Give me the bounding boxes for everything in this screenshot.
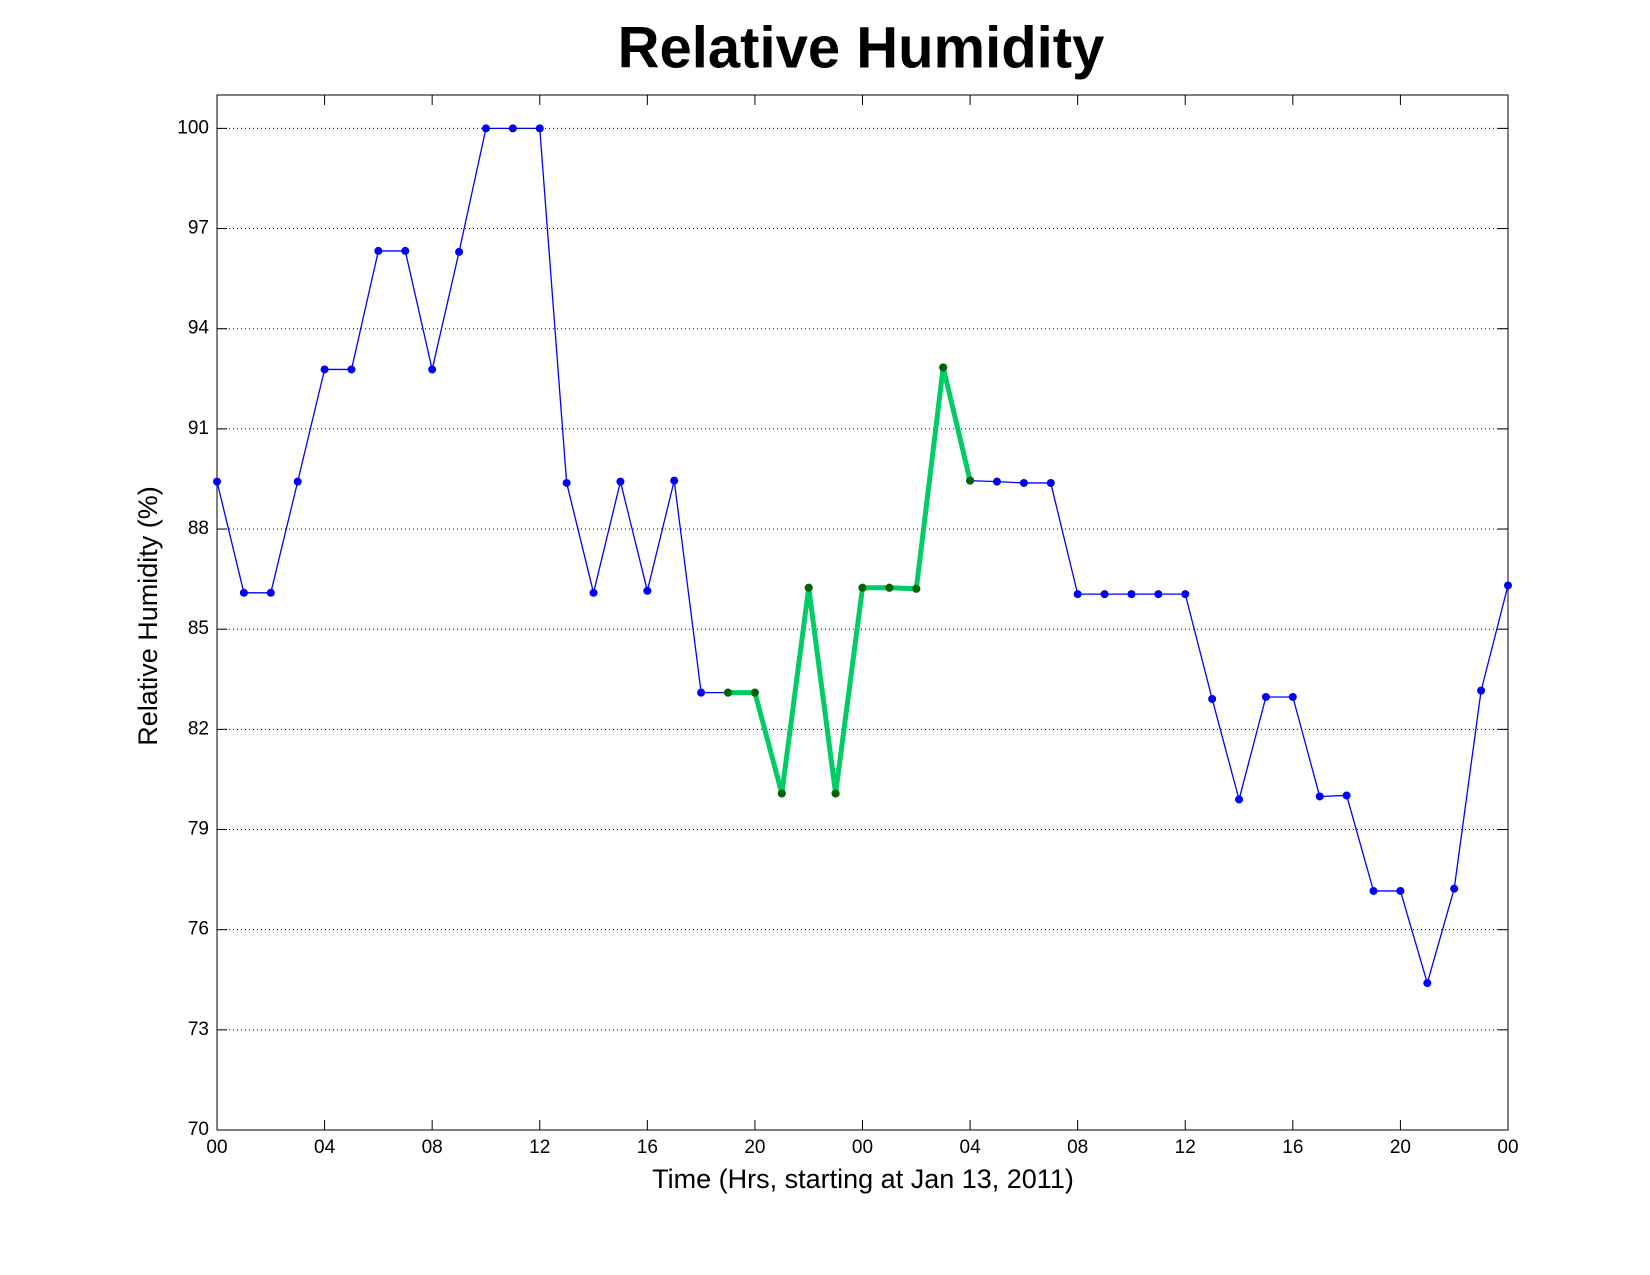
data-point xyxy=(428,365,437,374)
y-tick-label: 100 xyxy=(177,117,209,138)
data-point xyxy=(401,246,410,255)
data-point xyxy=(750,688,759,697)
y-tick-label: 73 xyxy=(188,1019,209,1040)
y-tick-label: 85 xyxy=(188,618,209,639)
x-tick-label: 20 xyxy=(744,1137,765,1158)
x-tick-label: 08 xyxy=(1067,1137,1088,1158)
y-tick-label: 82 xyxy=(188,718,209,739)
data-point xyxy=(347,365,356,374)
data-point xyxy=(1342,791,1351,800)
chart-title: Relative Humidity xyxy=(618,15,1105,80)
data-point xyxy=(455,247,464,256)
data-point xyxy=(777,789,786,798)
data-point xyxy=(1288,692,1297,701)
x-tick-label: 12 xyxy=(529,1137,550,1158)
x-tick-label: 04 xyxy=(314,1137,336,1158)
data-point xyxy=(1396,886,1405,895)
x-tick-label: 00 xyxy=(206,1137,227,1158)
data-point xyxy=(320,365,329,374)
data-point xyxy=(239,588,248,597)
data-point xyxy=(1369,886,1378,895)
y-tick-label: 88 xyxy=(188,518,209,539)
data-point xyxy=(1423,979,1432,988)
data-point xyxy=(1477,686,1486,695)
y-tick-label: 76 xyxy=(188,919,209,940)
data-point xyxy=(481,124,490,133)
data-point xyxy=(804,583,813,592)
data-point xyxy=(1504,581,1512,590)
data-point xyxy=(670,476,679,485)
data-point xyxy=(535,124,544,133)
x-tick-label: 08 xyxy=(422,1137,443,1158)
data-point xyxy=(1127,590,1136,599)
data-point xyxy=(1235,795,1244,804)
data-point xyxy=(589,588,598,597)
data-point xyxy=(912,584,921,593)
data-point xyxy=(697,688,706,697)
data-point xyxy=(1261,692,1270,701)
data-point xyxy=(885,583,894,592)
data-point xyxy=(508,124,517,133)
y-tick-label: 79 xyxy=(188,819,209,840)
data-point xyxy=(1208,694,1217,703)
y-tick-label: 97 xyxy=(188,218,209,239)
plot-area xyxy=(216,94,1509,1131)
y-tick-label: 91 xyxy=(188,418,209,439)
data-point xyxy=(1073,590,1082,599)
data-point xyxy=(374,246,383,255)
x-tick-label: 16 xyxy=(637,1137,658,1158)
y-tick-label: 94 xyxy=(188,318,210,339)
x-axis-label: Time (Hrs, starting at Jan 13, 2011) xyxy=(652,1164,1074,1194)
y-axis-label: Relative Humidity (%) xyxy=(133,486,163,746)
data-point xyxy=(1100,590,1109,599)
data-point xyxy=(831,789,840,798)
line-series xyxy=(728,364,973,796)
x-tick-label: 12 xyxy=(1175,1137,1196,1158)
data-point xyxy=(1450,884,1459,893)
data-point xyxy=(643,586,652,595)
data-point xyxy=(1019,478,1028,487)
data-point xyxy=(562,478,571,487)
x-tick-label: 16 xyxy=(1282,1137,1303,1158)
data-point xyxy=(724,688,733,697)
data-point xyxy=(1046,478,1055,487)
data-point xyxy=(966,476,975,485)
data-point xyxy=(1181,590,1190,599)
data-point xyxy=(213,477,221,486)
y-tick-label: 70 xyxy=(188,1119,209,1140)
data-point xyxy=(266,588,275,597)
data-point xyxy=(1154,590,1163,599)
data-point xyxy=(939,363,948,372)
data-point xyxy=(1315,792,1324,801)
data-point xyxy=(616,477,625,486)
data-point xyxy=(858,583,867,592)
x-tick-label: 20 xyxy=(1390,1137,1411,1158)
x-tick-label: 00 xyxy=(852,1137,873,1158)
data-point xyxy=(992,477,1001,486)
data-point xyxy=(293,477,302,486)
x-tick-label: 04 xyxy=(960,1137,982,1158)
x-tick-label: 00 xyxy=(1497,1137,1518,1158)
